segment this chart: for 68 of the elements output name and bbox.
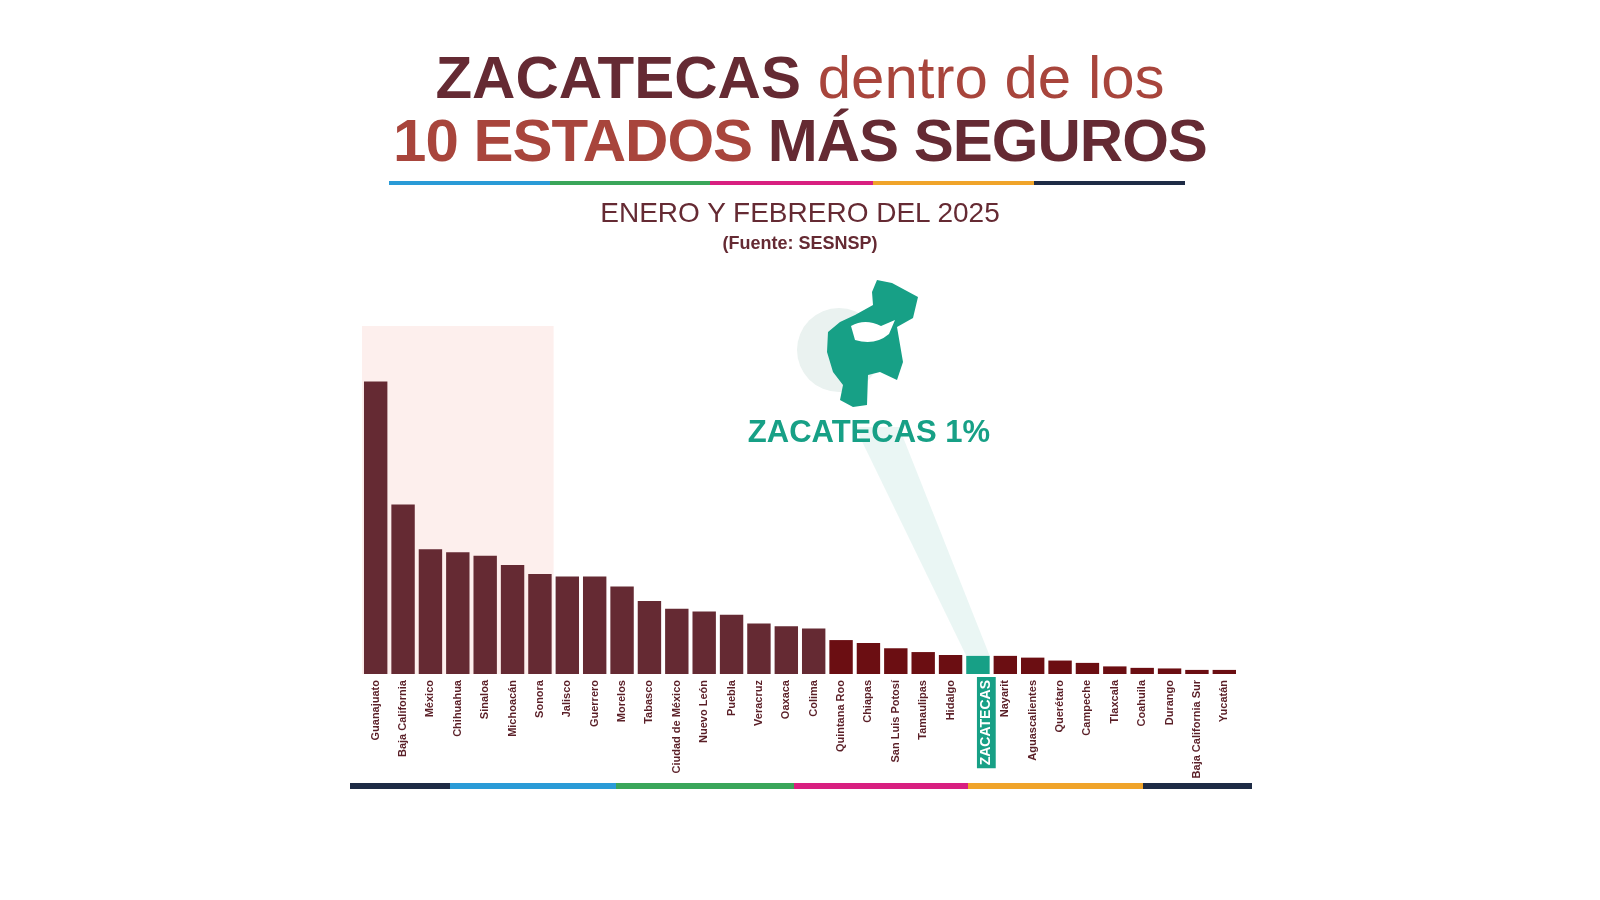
- bar: [829, 640, 853, 674]
- x-tick-label: Hidalgo: [943, 679, 956, 721]
- bar: [637, 600, 662, 674]
- x-tick-label: Campeche: [1080, 680, 1093, 736]
- bar: [1130, 667, 1154, 674]
- x-tick-label: México: [423, 679, 436, 718]
- x-tick-label: Sinaloa: [478, 679, 491, 720]
- bar: [1157, 668, 1182, 674]
- x-tick-label: Querétaro: [1053, 679, 1066, 733]
- bar: [446, 552, 470, 674]
- bar: [582, 576, 607, 674]
- bar: [610, 586, 634, 674]
- x-tick-label: Ciudad de México: [669, 679, 682, 774]
- x-tick-label: Morelos: [615, 680, 628, 723]
- x-tick-label: Nayarit: [998, 679, 1011, 718]
- bar: [500, 564, 525, 674]
- bar: [473, 555, 497, 674]
- bar: [911, 652, 935, 674]
- x-tick-label: Yucatán: [1217, 679, 1230, 723]
- x-tick-label: Durango: [1162, 679, 1175, 726]
- x-tick-label: Aguascalientes: [1025, 680, 1038, 761]
- bar: [692, 611, 716, 674]
- bar: [1185, 669, 1209, 674]
- bar: [774, 626, 799, 674]
- x-tick-label: Guanajuato: [368, 679, 381, 741]
- bar: [418, 549, 443, 674]
- bar: [1048, 660, 1072, 674]
- bar: [938, 654, 963, 674]
- x-tick-label: Colima: [806, 679, 819, 717]
- bar: [1103, 666, 1127, 674]
- x-tick-label: San Luis Potosí: [888, 679, 901, 763]
- bar: [1020, 657, 1045, 674]
- x-tick-label: Baja California: [396, 679, 409, 758]
- x-tick-label: Oaxaca: [779, 679, 792, 720]
- bar: [966, 655, 990, 674]
- bar: [719, 614, 744, 674]
- x-tick-label: Tamaulipas: [916, 680, 929, 740]
- bar: [747, 623, 771, 674]
- text: (Fuente: SESNSP): [721, 232, 879, 254]
- x-tick-label: ZACATECAS: [977, 680, 994, 766]
- bar: [993, 655, 1018, 674]
- x-tick-label: Coahuila: [1135, 679, 1148, 727]
- x-tick-label: Guerrero: [587, 679, 600, 728]
- bar: [884, 648, 908, 674]
- bar: [555, 576, 580, 674]
- x-tick-label: Chiapas: [861, 680, 874, 723]
- x-tick-label: Nuevo León: [697, 679, 710, 743]
- bar: [528, 573, 552, 674]
- x-tick-label: Quintana Roo: [834, 679, 847, 753]
- x-tick-label: Michoacán: [505, 679, 518, 737]
- x-tick-label: Baja California Sur: [1189, 679, 1202, 779]
- x-tick-label: Jalisco: [560, 679, 573, 718]
- chart-title: ZACATECAS dentro de los 10 ESTADOS MÁS SEGUROS: [393, 44, 1207, 174]
- bar: [1212, 669, 1237, 674]
- x-tick-label: Tabasco: [642, 679, 655, 724]
- bar: [391, 504, 415, 674]
- bar: [856, 643, 881, 674]
- bar: [665, 608, 689, 674]
- chart-subtitle: ENERO Y FEBRERO DEL 2025: [599, 197, 1001, 229]
- x-tick-label: Chihuahua: [450, 679, 463, 737]
- x-tick-label: Veracruz: [751, 679, 764, 726]
- bar: [363, 381, 388, 674]
- x-tick-label: Sonora: [532, 679, 545, 718]
- annotation: ZACATECAS 1%: [747, 413, 991, 449]
- x-tick-label: Tlaxcala: [1107, 679, 1120, 724]
- bar: [801, 628, 826, 674]
- x-tick-label: Puebla: [724, 679, 737, 717]
- bar: [1075, 662, 1100, 674]
